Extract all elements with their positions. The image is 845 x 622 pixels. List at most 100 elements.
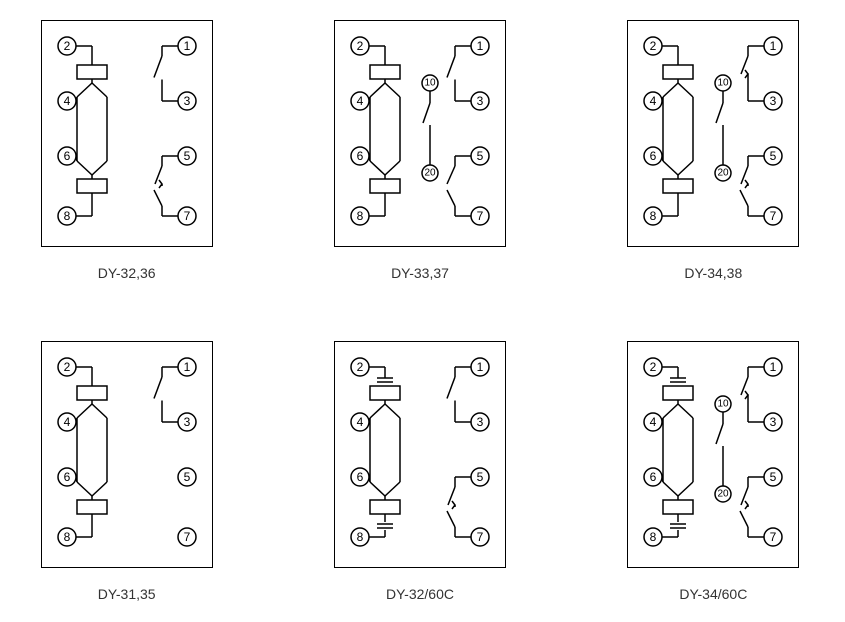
terminal-10: 10 [422,75,438,91]
terminal-8: 8 [351,528,369,546]
svg-text:6: 6 [650,149,657,163]
diagram-caption: DY-34/60C [679,586,747,602]
terminal-8: 8 [351,207,369,225]
svg-text:10: 10 [424,78,436,89]
svg-text:20: 20 [718,489,730,500]
diagram-cell-dy-34-60c: 2 4 6 8 10 20 1 3 5 7 DY-34/60C [607,341,820,602]
schematic-dy-33-37: 2 4 6 8 10 20 1 3 5 7 [335,21,505,246]
terminal-5: 5 [471,468,489,486]
svg-text:6: 6 [650,470,657,484]
svg-text:20: 20 [718,168,730,179]
terminal-1: 1 [178,37,196,55]
terminal-6: 6 [644,147,662,165]
diagram-cell-dy-34-38: 2 4 6 8 10 20 1 3 5 7 DY-34,38 [607,20,820,281]
svg-text:6: 6 [63,470,70,484]
terminal-5: 5 [764,147,782,165]
terminal-1: 1 [764,37,782,55]
diagram-border: 2 4 6 8 10 20 1 3 5 7 [627,20,799,247]
terminal-5: 5 [471,147,489,165]
terminal-8: 8 [58,528,76,546]
svg-text:4: 4 [357,415,364,429]
svg-text:3: 3 [770,415,777,429]
svg-text:1: 1 [183,360,190,374]
terminal-4: 4 [351,92,369,110]
diagram-grid: 2 4 6 8 1 3 5 7 DY-32,36 2 4 6 8 10 20 [20,20,820,602]
svg-text:8: 8 [63,209,70,223]
svg-text:6: 6 [357,149,364,163]
svg-text:6: 6 [63,149,70,163]
diagram-border: 2 4 6 8 10 20 1 3 5 7 [627,341,799,568]
terminal-8: 8 [58,207,76,225]
svg-text:7: 7 [183,209,190,223]
svg-text:2: 2 [63,360,70,374]
svg-text:1: 1 [770,360,777,374]
terminal-4: 4 [58,413,76,431]
terminal-2: 2 [351,358,369,376]
terminal-6: 6 [58,468,76,486]
terminal-4: 4 [644,92,662,110]
terminal-3: 3 [764,413,782,431]
diagram-caption: DY-32/60C [386,586,454,602]
svg-text:3: 3 [477,415,484,429]
schematic-dy-32-36: 2 4 6 8 1 3 5 7 [42,21,212,246]
terminal-3: 3 [471,92,489,110]
diagram-cell-dy-32-60c: 2 4 6 8 1 3 5 7 DY-32/60C [313,341,526,602]
terminal-3: 3 [178,413,196,431]
schematic-dy-31-35: 2 4 6 8 1 3 5 7 [42,342,212,567]
terminal-5: 5 [178,468,196,486]
terminal-7: 7 [471,528,489,546]
svg-text:1: 1 [477,39,484,53]
svg-text:3: 3 [183,415,190,429]
svg-text:7: 7 [477,209,484,223]
terminal-5: 5 [178,147,196,165]
svg-text:8: 8 [357,530,364,544]
svg-text:4: 4 [63,415,70,429]
svg-text:2: 2 [650,360,657,374]
svg-text:1: 1 [477,360,484,374]
terminal-10: 10 [715,396,731,412]
svg-text:8: 8 [357,209,364,223]
svg-text:5: 5 [477,149,484,163]
terminal-7: 7 [178,207,196,225]
terminal-20: 20 [715,165,731,181]
svg-text:3: 3 [770,94,777,108]
terminal-20: 20 [422,165,438,181]
svg-text:3: 3 [183,94,190,108]
terminal-2: 2 [644,37,662,55]
terminal-6: 6 [58,147,76,165]
svg-text:4: 4 [357,94,364,108]
terminal-20: 20 [715,486,731,502]
svg-text:1: 1 [770,39,777,53]
svg-text:5: 5 [183,470,190,484]
svg-text:7: 7 [770,530,777,544]
svg-text:7: 7 [477,530,484,544]
svg-text:8: 8 [650,209,657,223]
terminal-8: 8 [644,207,662,225]
terminal-2: 2 [351,37,369,55]
terminal-5: 5 [764,468,782,486]
schematic-dy-34-38: 2 4 6 8 10 20 1 3 5 7 [628,21,798,246]
terminal-6: 6 [644,468,662,486]
terminal-10: 10 [715,75,731,91]
svg-text:4: 4 [650,94,657,108]
terminal-7: 7 [764,528,782,546]
diagram-border: 2 4 6 8 1 3 5 7 [41,341,213,568]
terminal-7: 7 [471,207,489,225]
diagram-border: 2 4 6 8 1 3 5 7 [41,20,213,247]
svg-text:3: 3 [477,94,484,108]
terminal-2: 2 [644,358,662,376]
svg-text:4: 4 [63,94,70,108]
diagram-caption: DY-32,36 [98,265,156,281]
terminal-6: 6 [351,468,369,486]
schematic-dy-32-60c: 2 4 6 8 1 3 5 7 [335,342,505,567]
svg-text:6: 6 [357,470,364,484]
svg-text:2: 2 [357,39,364,53]
svg-text:10: 10 [718,399,730,410]
terminal-6: 6 [351,147,369,165]
terminal-4: 4 [351,413,369,431]
diagram-caption: DY-31,35 [98,586,156,602]
diagram-border: 2 4 6 8 10 20 1 3 5 7 [334,20,506,247]
svg-text:8: 8 [63,530,70,544]
terminal-1: 1 [764,358,782,376]
terminal-2: 2 [58,358,76,376]
